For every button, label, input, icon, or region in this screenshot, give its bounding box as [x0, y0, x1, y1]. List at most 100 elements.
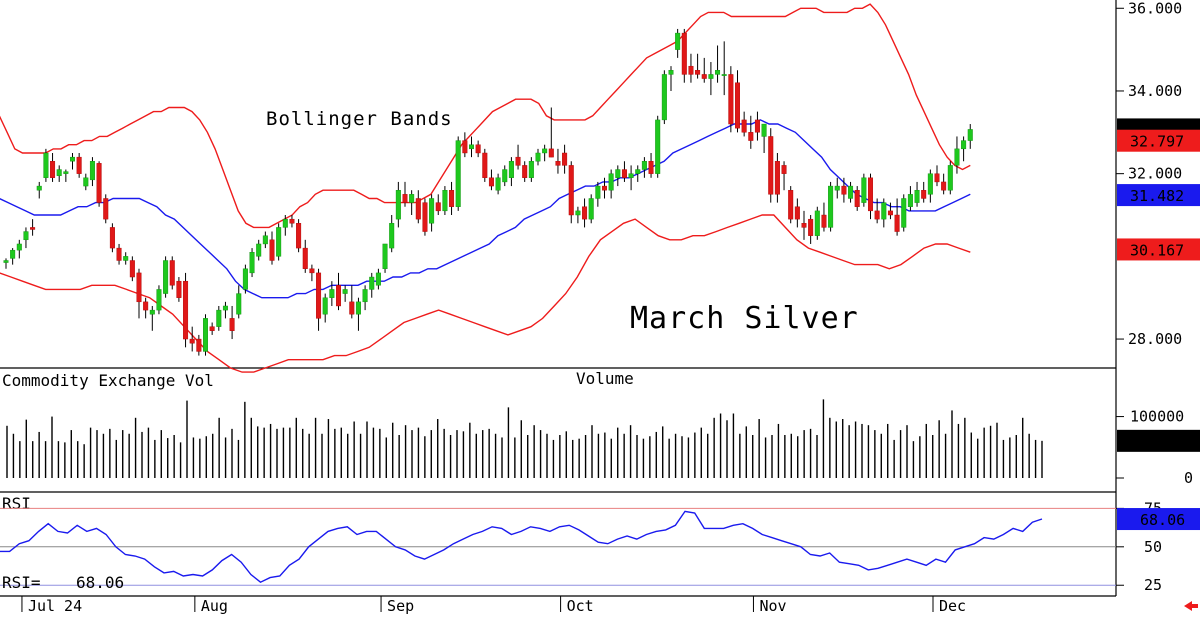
candle-body-up	[83, 177, 89, 187]
candle-body-down	[189, 338, 195, 344]
candle-body-down	[462, 140, 468, 154]
candle-body-up	[216, 309, 222, 327]
candle-body-down	[302, 247, 308, 269]
candle-body-down	[701, 74, 707, 79]
candle-body-down	[555, 161, 561, 166]
candle-body-down	[176, 280, 182, 298]
candlestick	[715, 45, 721, 83]
candlestick	[183, 272, 189, 348]
candlestick	[422, 198, 428, 236]
candlestick	[89, 157, 95, 187]
candlestick	[23, 227, 29, 249]
price-value-label-text: 30.167	[1130, 241, 1184, 259]
price-tick-label: 28.000	[1128, 330, 1182, 348]
candle-body-down	[874, 210, 880, 220]
candle-body-up	[927, 173, 933, 195]
candle-body-down	[728, 74, 734, 125]
candlestick	[894, 198, 900, 236]
candlestick	[768, 128, 774, 203]
volume-panel-subtitle: Volume	[576, 369, 634, 388]
candle-body-down	[435, 202, 441, 212]
candlestick	[156, 285, 162, 315]
candle-body-up	[947, 165, 953, 191]
candle-body-up	[256, 243, 262, 257]
candle-body-up	[23, 231, 29, 241]
candlestick	[887, 202, 893, 220]
rsi-readout-value: 68.06	[76, 573, 124, 592]
candle-body-up	[69, 156, 75, 162]
candle-body-down	[309, 268, 315, 274]
candlestick	[954, 136, 960, 174]
candlestick	[695, 53, 701, 79]
rsi-value-label: 68.06	[1117, 508, 1200, 531]
candle-body-down	[422, 202, 428, 232]
candle-body-down	[894, 214, 900, 232]
candlestick	[395, 181, 401, 228]
price-value-label-box	[1117, 184, 1200, 207]
candlestick	[435, 194, 441, 216]
volume-value-label-text: 60489	[1140, 433, 1185, 451]
candle-body-up	[202, 318, 208, 352]
candlestick	[941, 173, 947, 195]
candle-body-up	[661, 74, 667, 121]
candle-body-down	[602, 185, 608, 191]
candle-body-up	[10, 249, 16, 259]
candle-body-down	[768, 136, 774, 195]
candlestick	[103, 194, 109, 224]
candlestick	[542, 144, 548, 162]
candle-body-up	[469, 144, 475, 150]
candle-body-down	[801, 223, 807, 228]
candlestick	[582, 198, 588, 228]
candlestick	[808, 215, 814, 244]
candlestick	[874, 198, 880, 224]
candlestick	[488, 169, 494, 191]
candle-body-up	[429, 198, 435, 224]
candle-body-down	[735, 82, 741, 129]
candlestick	[522, 161, 528, 182]
candle-body-up	[56, 169, 62, 176]
candlestick	[661, 70, 667, 125]
candle-body-up	[382, 243, 388, 269]
candle-body-up	[588, 198, 594, 220]
candle-body-down	[475, 144, 481, 154]
rsi-readout-label: RSI=	[2, 573, 41, 592]
candlestick	[50, 152, 56, 182]
candle-body-up	[282, 218, 288, 228]
candle-body-down	[76, 156, 82, 174]
candlestick	[781, 161, 787, 191]
candlestick	[681, 28, 687, 83]
price-value-label-box	[1117, 129, 1200, 152]
candle-body-down	[296, 223, 302, 249]
candlestick	[262, 231, 268, 249]
candlestick	[469, 136, 475, 158]
candle-body-up	[123, 256, 129, 261]
candle-body-down	[289, 218, 295, 224]
candle-body-down	[209, 326, 215, 331]
candle-body-down	[621, 169, 627, 178]
candlestick	[382, 243, 388, 273]
candlestick	[868, 173, 874, 220]
candle-body-down	[196, 338, 202, 352]
candle-body-up	[163, 260, 169, 294]
candle-body-down	[794, 206, 800, 220]
candle-body-up	[961, 140, 967, 150]
candlestick	[362, 285, 368, 311]
candlestick	[289, 215, 295, 228]
candle-body-down	[854, 190, 860, 207]
candle-body-up	[502, 169, 508, 183]
scroll-left-arrow-icon[interactable]	[1184, 601, 1198, 611]
candle-body-up	[834, 185, 840, 191]
candlestick	[621, 161, 627, 182]
candle-body-up	[156, 289, 162, 311]
candle-body-up	[389, 223, 395, 249]
rsi-tick-label: 25	[1144, 576, 1162, 594]
candle-body-up	[954, 148, 960, 166]
candle-body-up	[575, 210, 581, 216]
candle-body-up	[715, 70, 721, 75]
candlestick	[169, 256, 175, 290]
candle-body-down	[169, 260, 175, 286]
candle-body-up	[409, 194, 415, 203]
candlestick	[269, 231, 275, 265]
volume-panel-title: Commodity Exchange Vol	[2, 371, 214, 390]
price-value-label-box	[1117, 238, 1200, 261]
